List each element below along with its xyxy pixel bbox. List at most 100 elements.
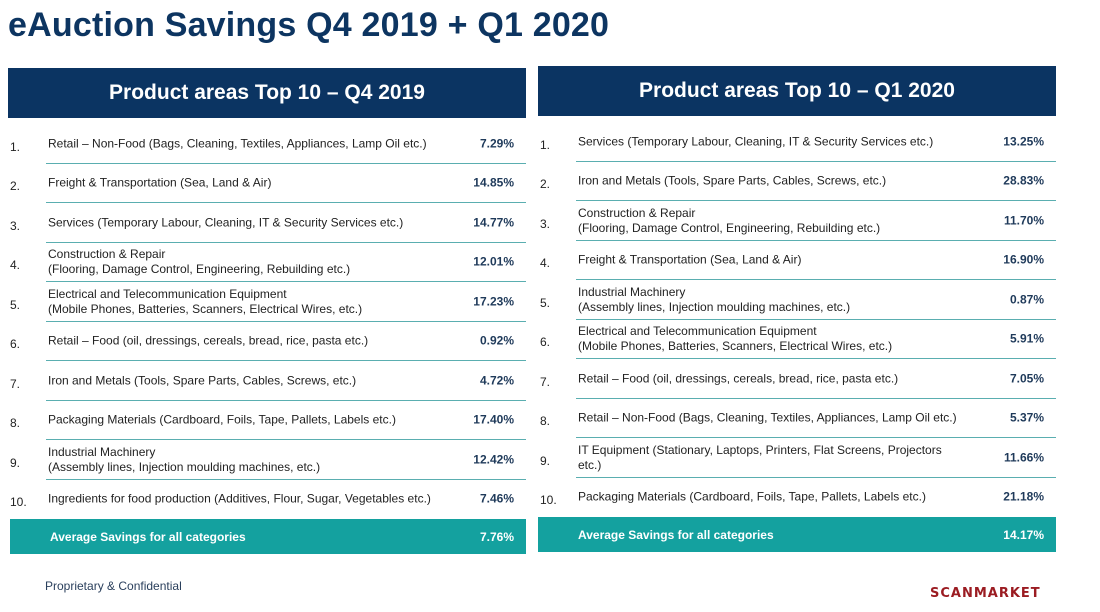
savings-value: 4.72% [479, 373, 514, 388]
scanmarket-logo: SCANMARKET [930, 586, 1041, 601]
savings-value: 7.29% [479, 136, 514, 151]
row-divider [576, 239, 1056, 241]
savings-value: 16.90% [1003, 252, 1044, 267]
savings-value: 12.42% [473, 452, 514, 467]
rank-number: 5. [10, 297, 21, 312]
table-row: 9. IT Equipment (Stationary, Laptops, Pri… [538, 438, 1056, 478]
category-description: Industrial Machinery (Assembly lines, In… [578, 284, 851, 314]
table-row: 6. Retail – Food (oil, dressings, cereals… [8, 322, 526, 361]
category-description: Industrial Machinery (Assembly lines, In… [48, 444, 321, 474]
table-row: 9. Industrial Machinery (Assembly lines, … [8, 440, 526, 480]
category-description: Packaging Materials (Cardboard, Foils, T… [578, 489, 926, 504]
rank-number: 10. [10, 495, 27, 510]
panel-q4-2019: Product areas Top 10 – Q4 2019 1. Retail … [8, 68, 526, 554]
savings-value: 14.85% [473, 175, 514, 190]
table-row: 10. Packaging Materials (Cardboard, Foils… [538, 478, 1056, 518]
row-divider [46, 478, 526, 480]
rank-number: 9. [540, 453, 551, 468]
savings-value: 12.01% [473, 254, 514, 269]
category-description: Retail – Non-Food (Bags, Cleaning, Texti… [48, 136, 427, 151]
average-savings-bar: Average Savings for all categories 7.76% [10, 519, 526, 554]
rank-number: 2. [540, 177, 551, 192]
savings-value: 7.05% [1009, 371, 1044, 386]
savings-value: 17.23% [473, 294, 514, 309]
average-value: 14.17% [1003, 527, 1044, 542]
table-row: 2. Freight & Transportation (Sea, Land & … [8, 164, 526, 203]
rank-number: 4. [10, 258, 21, 273]
savings-value: 21.18% [1003, 489, 1044, 504]
row-divider [46, 241, 526, 243]
row-divider [46, 439, 526, 440]
row-divider [46, 281, 526, 282]
table-row: 1. Services (Temporary Labour, Cleaning, … [538, 122, 1056, 162]
savings-value: 13.25% [1003, 134, 1044, 149]
category-description: Electrical and Telecommunication Equipme… [48, 286, 363, 316]
row-divider [576, 160, 1056, 162]
row-divider [576, 358, 1056, 359]
rank-number: 10. [540, 493, 557, 508]
table-row: 4. Construction & Repair (Flooring, Damag… [8, 243, 526, 282]
category-description: Freight & Transportation (Sea, Land & Ai… [48, 175, 272, 190]
table-row: 5. Electrical and Telecommunication Equip… [8, 282, 526, 322]
category-description: Construction & Repair (Flooring, Damage … [578, 205, 881, 235]
category-description: Packaging Materials (Cardboard, Foils, T… [48, 412, 396, 427]
category-description: Construction & Repair (Flooring, Damage … [48, 247, 351, 277]
average-label: Average Savings for all categories [578, 527, 774, 542]
rank-number: 8. [10, 416, 21, 431]
category-description: Retail – Food (oil, dressings, cereals, … [48, 333, 369, 348]
footer-confidential: Proprietary & Confidential [45, 579, 182, 593]
rank-number: 5. [540, 295, 551, 310]
savings-value: 11.66% [1003, 450, 1044, 465]
panel-header: Product areas Top 10 – Q1 2020 [538, 66, 1056, 116]
category-description: Services (Temporary Labour, Cleaning, IT… [48, 215, 404, 230]
row-divider [46, 360, 526, 361]
table-row: 8. Packaging Materials (Cardboard, Foils,… [8, 401, 526, 440]
panel-q1-2020: Product areas Top 10 – Q1 2020 1. Service… [538, 66, 1056, 552]
row-divider [46, 162, 526, 164]
rows-list: 1. Retail – Non-Food (Bags, Cleaning, Tex… [8, 124, 526, 519]
rank-number: 1. [540, 137, 551, 152]
row-divider [576, 476, 1056, 478]
rank-number: 4. [540, 256, 551, 271]
savings-value: 11.70% [1003, 213, 1044, 228]
table-row: 2. Iron and Metals (Tools, Spare Parts, C… [538, 162, 1056, 201]
row-divider [576, 318, 1056, 320]
row-divider [46, 320, 526, 322]
category-description: Iron and Metals (Tools, Spare Parts, Cab… [578, 173, 887, 188]
table-row: 3. Services (Temporary Labour, Cleaning, … [8, 203, 526, 243]
rank-number: 9. [10, 455, 21, 470]
rank-number: 7. [10, 376, 21, 391]
rows-list: 1. Services (Temporary Labour, Cleaning, … [538, 122, 1056, 517]
table-row: 8. Retail – Non-Food (Bags, Cleaning, Tex… [538, 399, 1056, 438]
row-divider [576, 437, 1056, 438]
savings-value: 0.87% [1009, 292, 1044, 307]
table-row: 4. Freight & Transportation (Sea, Land & … [538, 241, 1056, 280]
table-row: 5. Industrial Machinery (Assembly lines, … [538, 280, 1056, 320]
savings-value: 7.46% [479, 491, 514, 506]
savings-value: 14.77% [473, 215, 514, 230]
panel-header: Product areas Top 10 – Q4 2019 [8, 68, 526, 118]
average-label: Average Savings for all categories [50, 529, 246, 544]
rank-number: 8. [540, 414, 551, 429]
rank-number: 3. [540, 216, 551, 231]
row-divider [576, 397, 1056, 399]
category-description: Iron and Metals (Tools, Spare Parts, Cab… [48, 373, 357, 388]
rank-number: 6. [540, 335, 551, 350]
rank-number: 3. [10, 218, 21, 233]
page-title: eAuction Savings Q4 2019 + Q1 2020 [8, 6, 610, 44]
table-row: 7. Retail – Food (oil, dressings, cereals… [538, 359, 1056, 399]
row-divider [576, 200, 1056, 201]
savings-value: 17.40% [473, 412, 514, 427]
row-divider [576, 279, 1056, 280]
average-value: 7.76% [479, 529, 514, 544]
table-row: 1. Retail – Non-Food (Bags, Cleaning, Tex… [8, 124, 526, 164]
rank-number: 1. [10, 139, 21, 154]
category-description: Retail – Non-Food (Bags, Cleaning, Texti… [578, 410, 957, 425]
category-description: IT Equipment (Stationary, Laptops, Print… [578, 442, 942, 472]
category-description: Retail – Food (oil, dressings, cereals, … [578, 371, 899, 386]
category-description: Electrical and Telecommunication Equipme… [578, 324, 893, 354]
rank-number: 2. [10, 179, 21, 194]
savings-value: 5.37% [1009, 410, 1044, 425]
table-row: 3. Construction & Repair (Flooring, Damag… [538, 201, 1056, 241]
